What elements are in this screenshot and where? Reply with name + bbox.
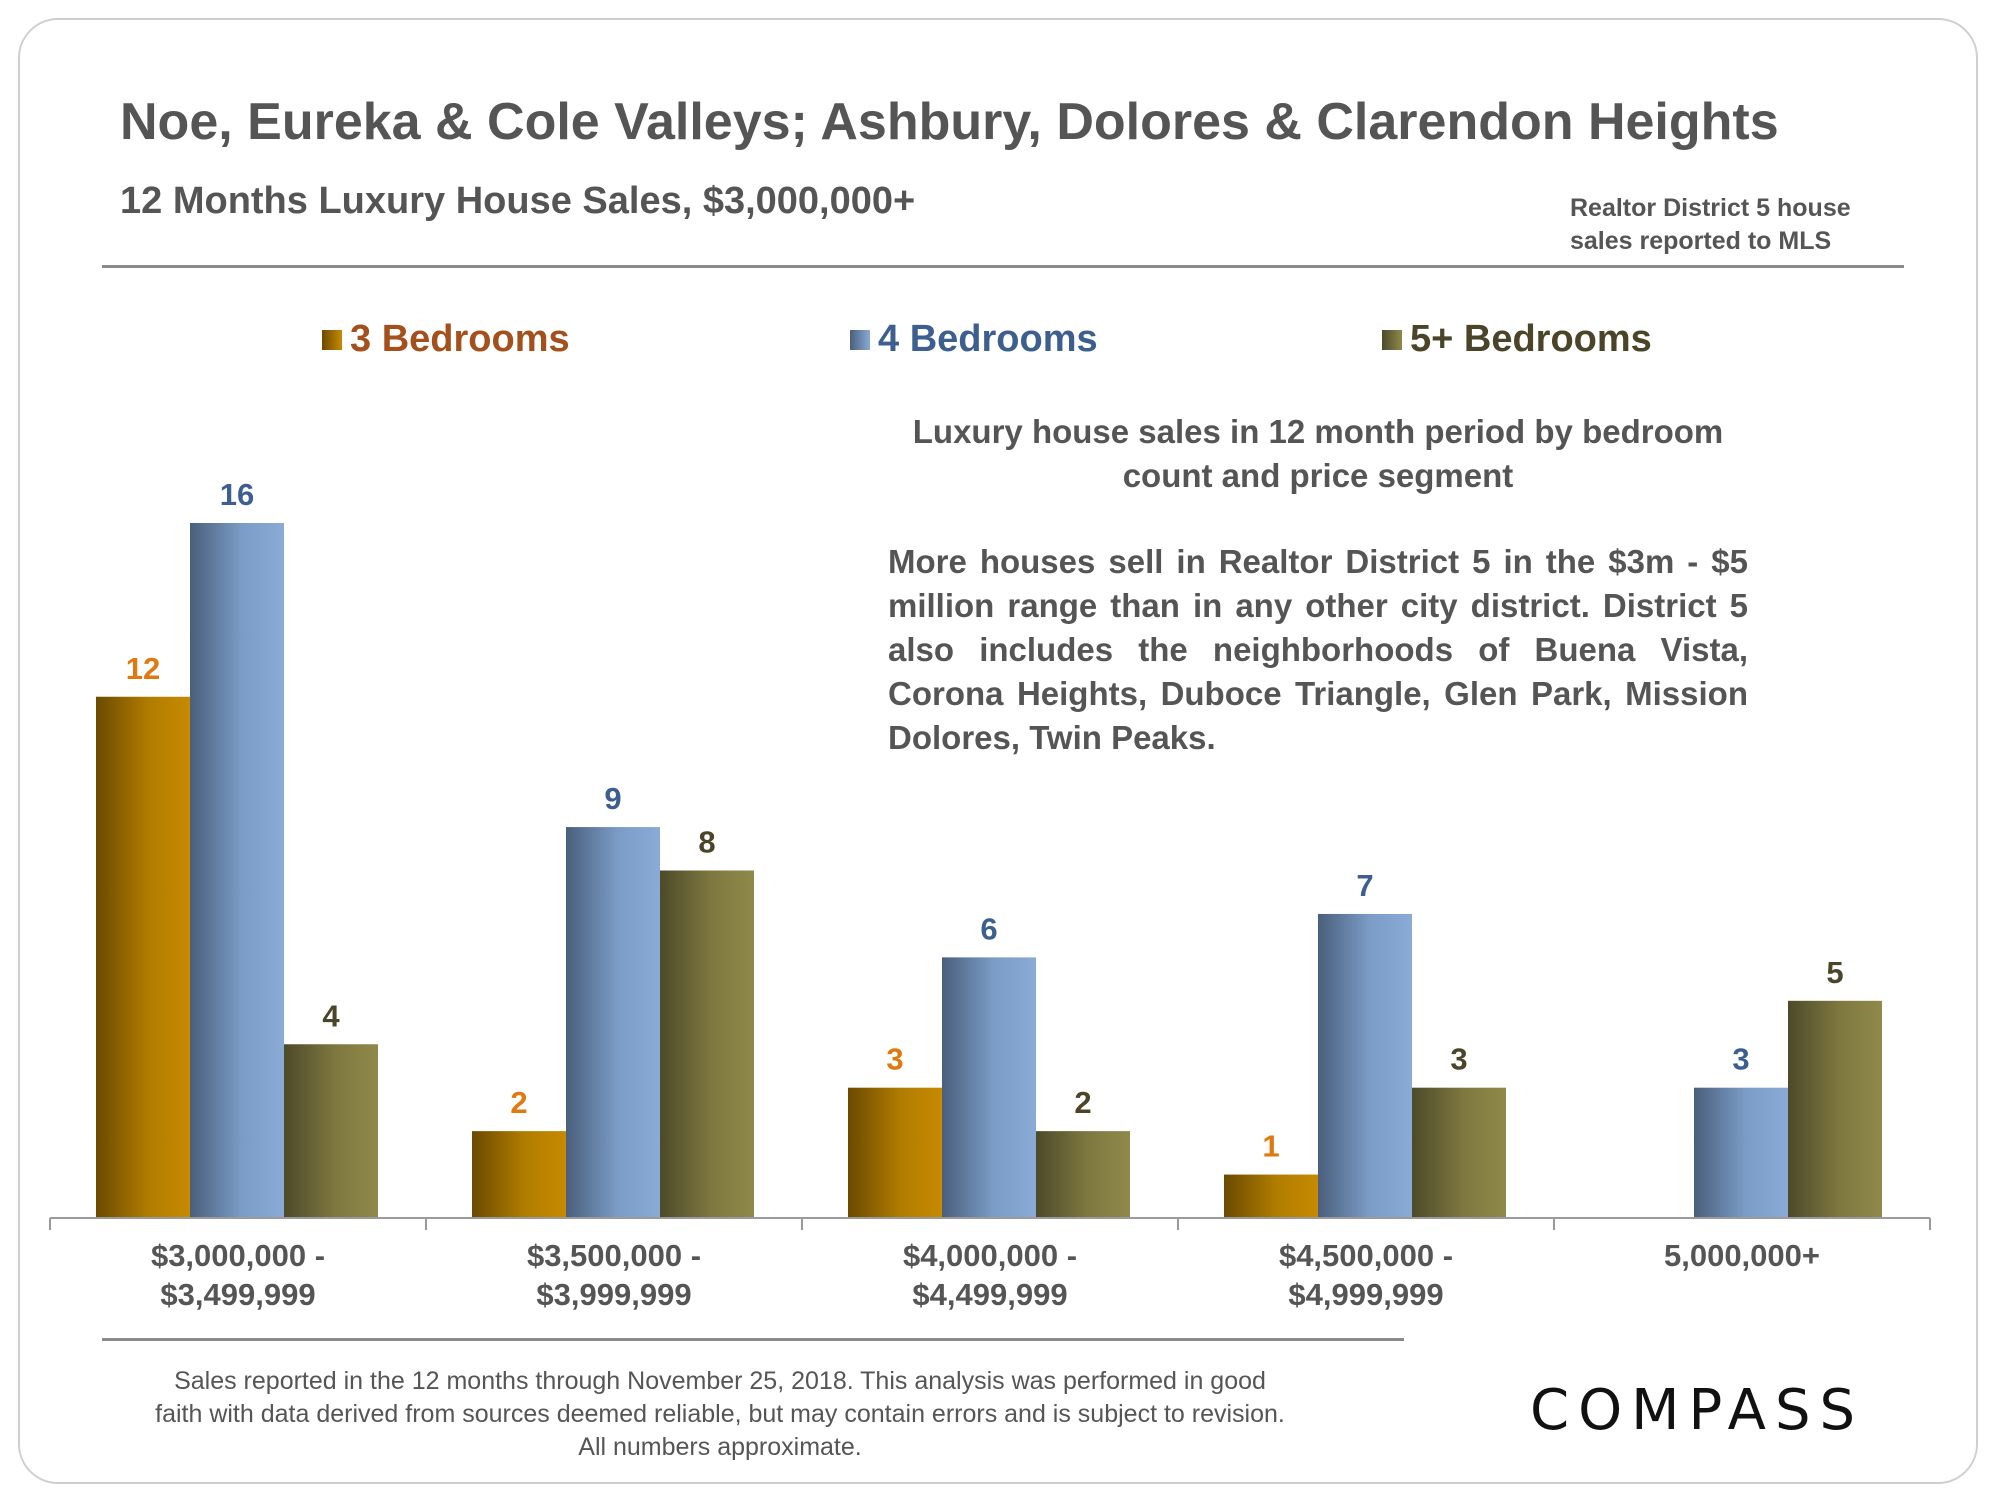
x-tick-labels: $3,000,000 -$3,499,999 $3,500,000 -$3,999… — [151, 1238, 1820, 1312]
bar-3-bedrooms-0 — [96, 696, 190, 1218]
legend-swatch-3-bedrooms — [322, 329, 342, 350]
value-label-4-bedrooms-3: 7 — [1356, 868, 1373, 903]
bar-3-bedrooms-1 — [472, 1131, 566, 1218]
value-label-3-bedrooms-1: 2 — [510, 1085, 527, 1120]
bar-4-bedrooms-0 — [190, 523, 284, 1218]
bar-5-bedrooms-0 — [284, 1044, 378, 1218]
legend-label-5-bedrooms: 5+ Bedrooms — [1410, 318, 1652, 360]
legend-swatch-4-bedrooms — [850, 329, 870, 350]
legend-item-4-bedrooms: 4 Bedrooms — [850, 318, 1098, 361]
value-label-5-bedrooms-2: 2 — [1074, 1085, 1091, 1120]
value-label-3-bedrooms-3: 1 — [1262, 1129, 1279, 1164]
value-label-5-bedrooms-3: 3 — [1450, 1042, 1467, 1077]
value-label-3-bedrooms-0: 12 — [126, 651, 160, 686]
legend-label-4-bedrooms: 4 Bedrooms — [878, 318, 1098, 360]
value-label-4-bedrooms-2: 6 — [980, 911, 997, 946]
x-tick-label-1: $3,500,000 -$3,999,999 — [527, 1238, 701, 1312]
legend-swatch-5-bedrooms — [1382, 329, 1402, 350]
x-axis — [49, 1217, 1931, 1230]
bars-group — [96, 523, 1882, 1218]
slide-card — [18, 18, 1978, 1484]
compass-logo: COMPASS — [1530, 1378, 1865, 1443]
value-label-4-bedrooms-1: 9 — [604, 781, 621, 816]
bar-4-bedrooms-4 — [1694, 1087, 1788, 1218]
footnote: Sales reported in the 12 months through … — [155, 1367, 1285, 1461]
legend-label-3-bedrooms: 3 Bedrooms — [350, 318, 570, 360]
bar-5-bedrooms-2 — [1036, 1131, 1130, 1218]
x-tick-label-2: $4,000,000 -$4,499,999 — [903, 1238, 1077, 1312]
value-label-4-bedrooms-4: 3 — [1732, 1042, 1749, 1077]
bar-3-bedrooms-2 — [848, 1087, 942, 1218]
bar-3-bedrooms-3 — [1224, 1174, 1318, 1218]
source-note: Realtor District 5 house sales reported … — [1570, 194, 1851, 255]
value-label-5-bedrooms-0: 4 — [322, 998, 340, 1033]
annotation-heading: Luxury house sales in 12 month period by… — [912, 413, 1724, 494]
page-title: Noe, Eureka & Cole Valleys; Ashbury, Dol… — [120, 93, 1779, 151]
bar-4-bedrooms-2 — [942, 957, 1036, 1218]
x-tick-label-3: $4,500,000 -$4,999,999 — [1279, 1238, 1453, 1312]
x-tick-label-4: 5,000,000+ — [1664, 1238, 1820, 1273]
value-label-4-bedrooms-0: 16 — [220, 477, 254, 512]
annotation-body: More houses sell in Realtor District 5 i… — [888, 543, 1748, 756]
bar-5-bedrooms-1 — [660, 870, 754, 1218]
page-subtitle: 12 Months Luxury House Sales, $3,000,000… — [120, 180, 916, 222]
bar-4-bedrooms-1 — [566, 827, 660, 1218]
value-label-5-bedrooms-1: 8 — [698, 825, 715, 860]
legend-item-3-bedrooms: 3 Bedrooms — [322, 318, 570, 361]
value-label-3-bedrooms-2: 3 — [886, 1042, 903, 1077]
value-labels-group: 12 16 4 2 9 8 3 6 2 1 7 3 3 5 — [126, 477, 1844, 1164]
title-divider — [102, 265, 1904, 268]
footer-divider — [102, 1338, 1404, 1341]
x-tick-label-0: $3,000,000 -$3,499,999 — [151, 1238, 325, 1312]
bar-4-bedrooms-3 — [1318, 913, 1412, 1218]
bar-5-bedrooms-4 — [1788, 1000, 1882, 1218]
value-label-5-bedrooms-4: 5 — [1826, 955, 1843, 990]
bar-5-bedrooms-3 — [1412, 1087, 1506, 1218]
legend-item-5-bedrooms: 5+ Bedrooms — [1382, 318, 1652, 361]
